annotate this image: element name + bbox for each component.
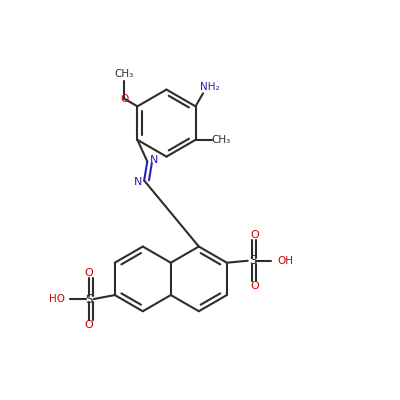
Text: S: S (86, 292, 93, 306)
Text: HO: HO (49, 294, 65, 304)
Text: N: N (134, 177, 142, 187)
Text: O: O (120, 94, 128, 104)
Text: OH: OH (277, 256, 293, 266)
Text: O: O (85, 320, 94, 330)
Text: O: O (250, 230, 259, 240)
Text: O: O (85, 268, 94, 278)
Text: N: N (150, 155, 158, 165)
Text: CH₃: CH₃ (115, 69, 134, 79)
Text: NH₂: NH₂ (200, 82, 219, 92)
Text: S: S (249, 254, 256, 267)
Text: CH₃: CH₃ (211, 135, 230, 145)
Text: O: O (250, 281, 259, 291)
